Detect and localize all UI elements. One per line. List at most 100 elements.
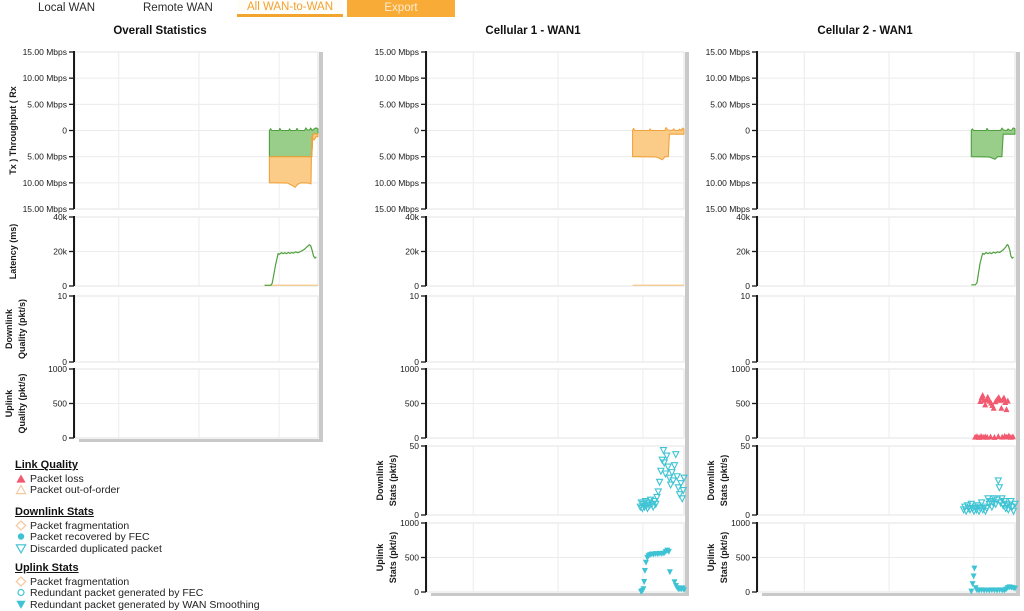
legend-item-packet-recovered-by-fec: Packet recovered by FEC [15, 531, 162, 543]
export-button[interactable]: Export [347, 0, 455, 17]
svg-text:500: 500 [405, 553, 419, 563]
svg-text:20k: 20k [53, 247, 67, 257]
svg-text:5.00 Mbps: 5.00 Mbps [710, 152, 750, 162]
svg-text:10.00 Mbps: 10.00 Mbps [706, 178, 750, 188]
svg-text:5.00 Mbps: 5.00 Mbps [27, 99, 67, 109]
column-title-cellular2: Cellular 2 - WAN1 [817, 25, 913, 37]
legend-item-redundant-packet-fec: Redundant packet generated by FEC [15, 587, 260, 599]
svg-text:Uplink: Uplink [706, 543, 716, 571]
redundant-fec-marker-icon [17, 589, 25, 597]
svg-text:10.00 Mbps: 10.00 Mbps [23, 73, 67, 83]
discarded-duplicated-marker-icon [15, 543, 27, 554]
legend-item-discarded-duplicated-packet: Discarded duplicated packet [15, 543, 162, 554]
chart-cellular2-downlink-stats: 50 0 Downlink Stats (pkt/s) [706, 441, 1019, 520]
svg-text:10: 10 [410, 291, 420, 301]
tab-local-wan[interactable]: Local WAN [38, 2, 96, 14]
chart-cellular1-uplink-quality: 1000 500 0 [400, 364, 685, 443]
svg-text:15.00 Mbps: 15.00 Mbps [23, 204, 67, 214]
svg-text:15.00 Mbps: 15.00 Mbps [23, 47, 67, 57]
chart-cellular2-latency: 40k 20k 0 [736, 212, 1016, 291]
chart-overall-downlink-quality: 10 0 Downlink Quality (pkt/s) [4, 291, 319, 367]
chart-cellular1-downlink-quality: 10 0 [410, 291, 685, 367]
chart-overall-latency: 40k 20k 0 Latency (ms) [8, 212, 319, 291]
svg-text:500: 500 [736, 399, 750, 409]
svg-text:50: 50 [410, 441, 420, 451]
svg-text:0: 0 [414, 587, 419, 597]
svg-text:1000: 1000 [731, 364, 750, 374]
legend-downlink-stats: Downlink Stats Packet fragmentation Pack… [15, 506, 162, 554]
svg-text:0: 0 [414, 510, 419, 520]
svg-text:0: 0 [62, 357, 67, 367]
legend-uplink-stats: Uplink Stats Packet fragmentation Redund… [15, 562, 260, 610]
packet-loss-marker-icon [16, 474, 26, 483]
chart-cellular1-throughput: 15.00 Mbps 10.00 Mbps 5.00 Mbps 0 5.00 Mbps 1… [375, 47, 685, 214]
tab-remote-wan[interactable]: Remote WAN [143, 2, 213, 14]
svg-text:Tx ) Throughput ( Rx: Tx ) Throughput ( Rx [8, 86, 18, 174]
chart-overall-uplink-quality: 1000 500 0 Uplink Quality (pkt/s) [4, 364, 319, 443]
svg-text:50: 50 [741, 441, 751, 451]
tab-all-wan-to-wan[interactable]: All WAN-to-WAN [237, 0, 343, 17]
svg-text:1000: 1000 [731, 518, 750, 528]
svg-text:Stats (pkt/s): Stats (pkt/s) [388, 532, 398, 584]
svg-text:5.00 Mbps: 5.00 Mbps [379, 152, 419, 162]
svg-text:10: 10 [58, 291, 68, 301]
svg-text:500: 500 [736, 553, 750, 563]
chart-cellular1-latency: 40k 20k 0 [405, 212, 685, 291]
svg-text:40k: 40k [736, 212, 750, 222]
svg-text:500: 500 [53, 399, 67, 409]
svg-text:Uplink: Uplink [375, 543, 385, 571]
svg-text:0: 0 [414, 281, 419, 291]
svg-text:5.00 Mbps: 5.00 Mbps [379, 99, 419, 109]
svg-text:15.00 Mbps: 15.00 Mbps [706, 47, 750, 57]
svg-text:10.00 Mbps: 10.00 Mbps [706, 73, 750, 83]
svg-text:0: 0 [745, 126, 750, 136]
svg-text:Quality (pkt/s): Quality (pkt/s) [17, 299, 27, 359]
svg-text:Downlink: Downlink [4, 308, 14, 349]
chart-overall-throughput: 15.00 Mbps 10.00 Mbps 5.00 Mbps 0 5.00 Mbps 1… [8, 47, 319, 214]
svg-text:0: 0 [745, 433, 750, 443]
legend-heading-downlink-stats: Downlink Stats [15, 506, 94, 518]
chart-cellular1-uplink-stats: 1000 500 0 Uplink Stats (pkt/s) [375, 518, 687, 597]
svg-text:20k: 20k [736, 247, 750, 257]
svg-text:0: 0 [414, 433, 419, 443]
legend-item-packet-out-of-order: Packet out-of-order [15, 484, 120, 496]
column-title-overall: Overall Statistics [113, 25, 207, 37]
svg-text:0: 0 [745, 510, 750, 520]
svg-text:0: 0 [745, 281, 750, 291]
svg-text:Uplink: Uplink [4, 389, 14, 417]
svg-text:Stats (pkt/s): Stats (pkt/s) [719, 455, 729, 507]
svg-text:1000: 1000 [48, 364, 67, 374]
legend-heading-link-quality: Link Quality [15, 459, 78, 471]
svg-text:0: 0 [62, 433, 67, 443]
svg-text:15.00 Mbps: 15.00 Mbps [375, 204, 419, 214]
chart-cellular1-downlink-stats: 50 0 Downlink Stats (pkt/s) [375, 441, 688, 520]
svg-text:0: 0 [414, 357, 419, 367]
svg-text:Stats (pkt/s): Stats (pkt/s) [388, 455, 398, 507]
svg-text:40k: 40k [53, 212, 67, 222]
svg-text:15.00 Mbps: 15.00 Mbps [706, 204, 750, 214]
svg-text:1000: 1000 [400, 364, 419, 374]
legend-item-redundant-packet-wan-smoothing: Redundant packet generated by WAN Smooth… [15, 599, 260, 610]
chart-cellular2-uplink-quality: 1000 500 0 [731, 364, 1016, 443]
legend-link-quality: Link Quality Packet loss Packet out-of-o… [15, 459, 120, 496]
packet-recovered-fec-marker-icon [17, 533, 25, 540]
svg-text:40k: 40k [405, 212, 419, 222]
svg-text:0: 0 [62, 281, 67, 291]
svg-text:10: 10 [741, 291, 751, 301]
legend-item-dl-packet-fragmentation: Packet fragmentation [15, 520, 162, 532]
packet-fragmentation-marker-icon [15, 520, 27, 531]
svg-text:5.00 Mbps: 5.00 Mbps [27, 152, 67, 162]
svg-text:1000: 1000 [400, 518, 419, 528]
legend-item-packet-loss: Packet loss [15, 473, 120, 485]
svg-text:10.00 Mbps: 10.00 Mbps [375, 178, 419, 188]
svg-text:0: 0 [414, 126, 419, 136]
svg-text:0: 0 [745, 357, 750, 367]
packet-fragmentation-marker-icon [15, 576, 27, 587]
svg-text:20k: 20k [405, 247, 419, 257]
column-title-cellular1: Cellular 1 - WAN1 [485, 25, 581, 37]
svg-text:Quality (pkt/s): Quality (pkt/s) [17, 373, 27, 433]
svg-text:Downlink: Downlink [706, 460, 716, 501]
svg-text:Downlink: Downlink [375, 460, 385, 501]
svg-text:Latency (ms): Latency (ms) [8, 224, 18, 280]
legend-heading-uplink-stats: Uplink Stats [15, 562, 79, 574]
